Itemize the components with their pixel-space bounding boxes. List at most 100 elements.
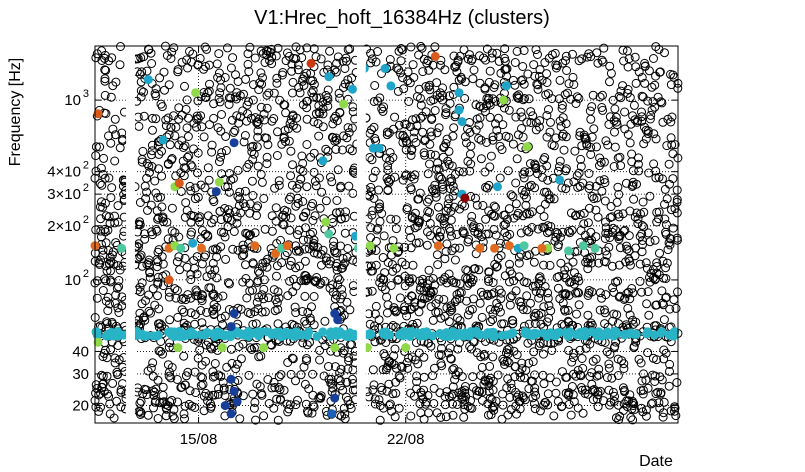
cluster-point bbox=[241, 260, 250, 270]
cluster-point bbox=[148, 358, 158, 368]
cluster-point bbox=[392, 63, 402, 73]
cluster-point bbox=[592, 142, 601, 152]
cluster-point bbox=[164, 342, 174, 352]
cluster-point bbox=[204, 175, 214, 185]
cluster-point bbox=[540, 153, 550, 162]
highlight-point bbox=[229, 309, 239, 318]
cluster-point bbox=[186, 186, 196, 196]
cluster-point bbox=[213, 389, 223, 399]
cluster-point bbox=[248, 191, 258, 200]
cluster-point bbox=[137, 157, 147, 167]
cluster-point bbox=[631, 317, 641, 327]
cluster-point bbox=[372, 225, 382, 235]
cluster-point bbox=[480, 167, 490, 177]
cluster-point bbox=[547, 346, 557, 355]
cluster-point bbox=[374, 204, 384, 214]
cluster-point bbox=[580, 230, 590, 240]
cluster-point bbox=[581, 257, 591, 267]
cluster-point bbox=[161, 403, 171, 412]
cluster-point bbox=[588, 90, 598, 100]
cluster-point bbox=[136, 86, 146, 96]
cluster-point bbox=[215, 157, 224, 167]
cluster-point bbox=[308, 390, 318, 400]
cluster-point bbox=[445, 91, 454, 101]
cluster-point bbox=[605, 213, 615, 223]
cluster-point bbox=[139, 87, 148, 97]
cluster-point bbox=[232, 218, 242, 228]
cluster-point bbox=[92, 384, 102, 393]
cluster-point bbox=[516, 107, 526, 117]
cluster-point bbox=[618, 81, 628, 91]
cluster-point bbox=[564, 345, 574, 355]
cluster-point bbox=[233, 165, 243, 175]
cluster-point bbox=[539, 379, 549, 389]
cluster-point bbox=[310, 211, 320, 221]
cluster-point bbox=[164, 371, 174, 381]
cluster-point bbox=[117, 301, 127, 311]
cluster-point bbox=[338, 254, 348, 263]
cluster-point bbox=[298, 235, 308, 245]
cluster-point bbox=[144, 290, 154, 300]
cluster-point bbox=[174, 252, 184, 262]
cluster-point bbox=[530, 370, 540, 380]
cluster-point bbox=[367, 54, 377, 64]
cluster-point bbox=[450, 243, 460, 253]
cluster-point bbox=[516, 372, 526, 382]
cluster-point bbox=[576, 383, 586, 392]
cluster-point bbox=[554, 272, 564, 281]
cluster-point bbox=[285, 400, 295, 410]
main-line-point bbox=[237, 330, 247, 339]
cluster-point bbox=[286, 369, 296, 379]
cluster-point bbox=[147, 59, 157, 68]
cluster-point bbox=[584, 203, 594, 213]
cluster-point bbox=[539, 212, 549, 221]
cluster-point bbox=[182, 262, 192, 272]
main-line-point bbox=[657, 327, 667, 337]
cluster-point bbox=[436, 412, 446, 422]
cluster-point bbox=[432, 128, 442, 138]
cluster-point bbox=[446, 354, 456, 364]
cluster-point bbox=[309, 292, 319, 301]
cluster-point bbox=[572, 309, 581, 319]
cluster-point bbox=[439, 295, 449, 304]
cluster-point bbox=[263, 46, 273, 56]
cluster-point bbox=[199, 391, 209, 401]
cluster-point bbox=[485, 361, 495, 371]
cluster-point bbox=[649, 159, 659, 169]
highlight-point bbox=[454, 105, 464, 115]
cluster-point bbox=[600, 308, 610, 318]
cluster-point bbox=[414, 348, 424, 358]
cluster-point bbox=[105, 299, 114, 309]
cluster-point bbox=[191, 291, 201, 301]
cluster-point bbox=[637, 220, 647, 230]
cluster-point bbox=[107, 183, 117, 193]
cluster-point bbox=[439, 275, 449, 285]
cluster-point bbox=[489, 401, 499, 411]
cluster-point bbox=[188, 49, 198, 59]
cluster-point bbox=[607, 261, 617, 271]
cluster-point bbox=[257, 262, 267, 272]
cluster-point bbox=[427, 113, 437, 123]
cluster-point bbox=[468, 74, 478, 84]
cluster-point bbox=[458, 228, 468, 238]
cluster-point bbox=[496, 294, 506, 304]
cluster-point bbox=[514, 258, 524, 268]
cluster-point bbox=[454, 167, 464, 176]
cluster-point bbox=[424, 265, 434, 275]
cluster-point bbox=[447, 391, 457, 401]
cluster-point bbox=[288, 88, 297, 98]
cluster-point bbox=[171, 171, 181, 181]
cluster-point bbox=[411, 238, 421, 248]
cluster-point bbox=[186, 308, 196, 318]
cluster-point bbox=[255, 382, 265, 391]
highlight-point bbox=[250, 241, 260, 251]
cluster-point bbox=[168, 411, 178, 421]
cluster-point bbox=[197, 122, 207, 132]
cluster-point bbox=[485, 305, 495, 314]
cluster-point bbox=[467, 304, 477, 314]
cluster-point bbox=[637, 229, 647, 239]
chart-title: V1:Hrec_hoft_16384Hz (clusters) bbox=[254, 7, 550, 29]
cluster-point bbox=[196, 111, 206, 121]
cluster-point bbox=[251, 415, 261, 425]
cluster-point bbox=[489, 211, 499, 221]
